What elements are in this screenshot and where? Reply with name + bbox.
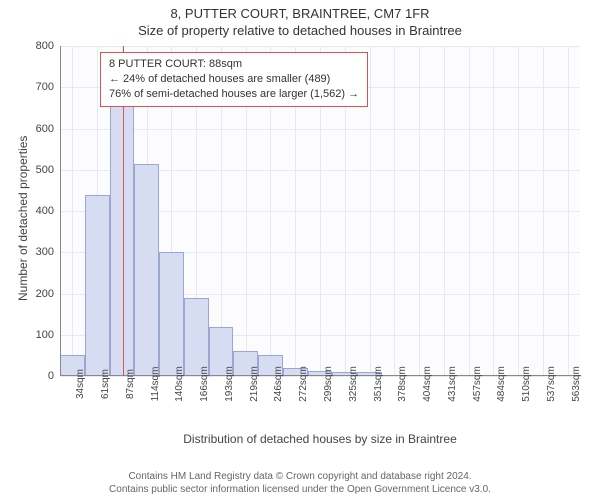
grid-v xyxy=(72,46,73,376)
callout-line-2: ← 24% of detached houses are smaller (48… xyxy=(109,72,359,87)
title-address: 8, PUTTER COURT, BRAINTREE, CM7 1FR xyxy=(0,0,600,21)
title-subtitle: Size of property relative to detached ho… xyxy=(0,21,600,38)
x-tick: 272sqm xyxy=(298,366,309,402)
bar xyxy=(134,164,159,376)
grid-v xyxy=(394,46,395,376)
x-tick: 325sqm xyxy=(348,366,359,402)
y-tick: 200 xyxy=(0,288,54,300)
grid-v xyxy=(469,46,470,376)
y-tick: 400 xyxy=(0,205,54,217)
y-tick: 100 xyxy=(0,329,54,341)
grid-v xyxy=(568,46,569,376)
x-tick: 34sqm xyxy=(75,369,86,399)
callout-box: 8 PUTTER COURT: 88sqm ← 24% of detached … xyxy=(100,52,368,107)
axis-left xyxy=(60,46,61,376)
y-tick: 700 xyxy=(0,81,54,93)
x-tick: 537sqm xyxy=(546,366,557,402)
x-tick: 246sqm xyxy=(273,366,284,402)
bar xyxy=(159,252,184,376)
x-tick: 351sqm xyxy=(373,366,384,402)
callout-line-3: 76% of semi-detached houses are larger (… xyxy=(109,87,359,102)
callout-line-1: 8 PUTTER COURT: 88sqm xyxy=(109,57,359,72)
credits-line-2: Contains public sector information licen… xyxy=(0,483,600,496)
y-axis-label: Number of detached properties xyxy=(16,136,30,301)
x-tick: 378sqm xyxy=(397,366,408,402)
x-tick: 219sqm xyxy=(249,366,260,402)
grid-v xyxy=(370,46,371,376)
x-tick: 457sqm xyxy=(472,366,483,402)
y-tick: 0 xyxy=(0,370,54,382)
x-tick: 563sqm xyxy=(571,366,582,402)
y-tick: 800 xyxy=(0,40,54,52)
x-tick: 140sqm xyxy=(174,366,185,402)
x-tick: 87sqm xyxy=(125,369,136,399)
y-tick: 500 xyxy=(0,164,54,176)
x-tick: 299sqm xyxy=(323,366,334,402)
x-tick: 404sqm xyxy=(422,366,433,402)
y-tick: 600 xyxy=(0,123,54,135)
credits: Contains HM Land Registry data © Crown c… xyxy=(0,470,600,496)
grid-v xyxy=(419,46,420,376)
x-tick: 61sqm xyxy=(100,369,111,399)
grid-v xyxy=(543,46,544,376)
bar xyxy=(184,298,209,376)
x-tick: 114sqm xyxy=(150,367,161,402)
grid-v xyxy=(493,46,494,376)
x-tick: 510sqm xyxy=(521,366,532,402)
x-tick: 431sqm xyxy=(447,366,458,402)
x-tick: 193sqm xyxy=(224,366,235,402)
bar xyxy=(85,195,110,377)
y-tick: 300 xyxy=(0,246,54,258)
x-tick: 166sqm xyxy=(199,366,210,402)
grid-v xyxy=(518,46,519,376)
grid-v xyxy=(444,46,445,376)
chart-container: 8, PUTTER COURT, BRAINTREE, CM7 1FR Size… xyxy=(0,0,600,500)
x-axis-label: Distribution of detached houses by size … xyxy=(60,432,580,446)
x-tick: 484sqm xyxy=(496,366,507,402)
credits-line-1: Contains HM Land Registry data © Crown c… xyxy=(0,470,600,483)
